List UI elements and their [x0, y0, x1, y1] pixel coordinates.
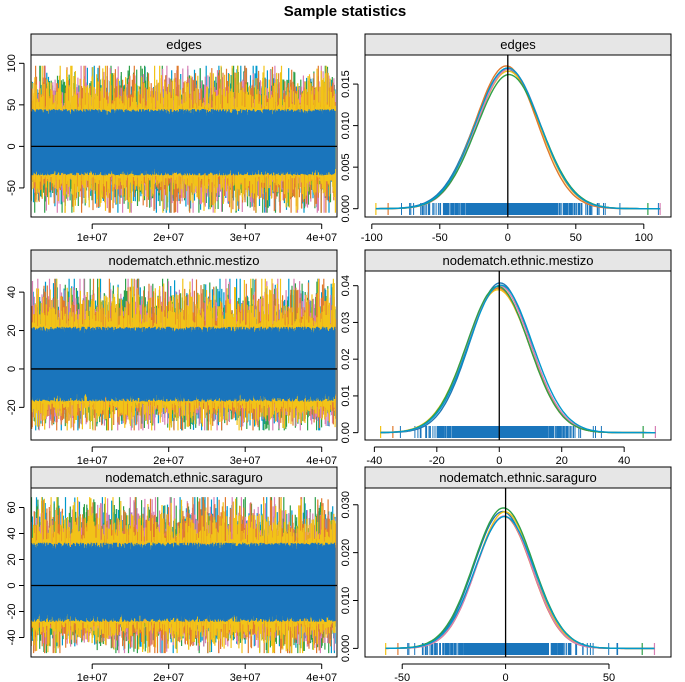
x-tick-label: 2e+07 — [153, 672, 184, 682]
x-tick-label: 50 — [603, 672, 615, 682]
trace-series-main — [31, 326, 336, 402]
y-tick-label: 100 — [6, 54, 18, 72]
y-tick-label: 0.03 — [340, 312, 352, 333]
rug-main — [407, 643, 619, 655]
plot-area — [31, 278, 337, 431]
trace-series-main — [31, 109, 336, 176]
y-tick-label: 40 — [6, 527, 18, 539]
y-tick-label: 20 — [6, 324, 18, 336]
y-tick-label: 0.020 — [340, 539, 352, 567]
plot-frame — [364, 270, 672, 441]
y-tick-label: 0.000 — [340, 635, 352, 663]
y-tick-label: 0.005 — [340, 153, 352, 181]
figure-title: Sample statistics — [284, 3, 407, 20]
panel-4: nodematch.ethnic.mestizo -40 -20 0 20 40 0.00 0… — [340, 249, 672, 467]
x-tick-label: 50 — [570, 232, 582, 244]
y-tick-label: 50 — [6, 99, 18, 111]
strip-label: nodematch.ethnic.mestizo — [108, 253, 259, 268]
density-series-4 — [375, 68, 661, 210]
plot-area — [31, 497, 337, 654]
y-tick-label: 0.000 — [340, 195, 352, 223]
plot-frame — [30, 270, 338, 441]
panel-6: nodematch.ethnic.saraguro -50 0 50 0.000 0.01… — [340, 466, 672, 682]
rug-main — [401, 203, 659, 215]
x-tick-label: 4e+07 — [306, 672, 337, 682]
y-tick-label: 0.010 — [340, 112, 352, 140]
panels: edges 1e+07 2e+07 3e+07 4e+07 -50 0 50 100 edges -… — [6, 33, 672, 682]
x-tick-label: 1e+07 — [77, 232, 108, 244]
plot-area — [31, 65, 337, 213]
y-tick-label: -40 — [6, 630, 18, 646]
x-tick-label: 0 — [503, 672, 509, 682]
trace-series-main — [31, 542, 336, 622]
y-tick-label: 0.015 — [340, 70, 352, 98]
x-tick-label: 3e+07 — [230, 455, 261, 467]
plot-frame — [364, 487, 672, 658]
plot-area — [385, 488, 656, 657]
x-tick-label: 40 — [618, 455, 630, 467]
x-tick-label: -40 — [366, 455, 382, 467]
plot-area — [380, 271, 656, 440]
plot-frame — [30, 54, 338, 218]
y-tick-label: 0 — [6, 143, 18, 149]
density-series-1 — [375, 68, 661, 210]
x-tick-label: 2e+07 — [153, 232, 184, 244]
x-tick-label: -20 — [429, 455, 445, 467]
y-tick-label: 0.01 — [340, 385, 352, 406]
strip-label: nodematch.ethnic.mestizo — [442, 253, 593, 268]
strip-label: edges — [166, 37, 202, 52]
strip-label: edges — [500, 37, 536, 52]
x-tick-label: 2e+07 — [153, 455, 184, 467]
rug-main — [399, 426, 602, 438]
panel-1: edges 1e+07 2e+07 3e+07 4e+07 -50 0 50 100 — [6, 33, 338, 244]
y-tick-label: 20 — [6, 553, 18, 565]
x-tick-label: 1e+07 — [77, 672, 108, 682]
plot-frame — [30, 487, 338, 658]
strip-label: nodematch.ethnic.saraguro — [105, 470, 263, 485]
density-series-5 — [385, 507, 655, 650]
panel-3: nodematch.ethnic.mestizo 1e+07 2e+07 3e+07 4… — [6, 249, 338, 467]
density-series-6 — [375, 67, 661, 210]
density-series-2 — [375, 70, 661, 210]
x-tick-label: 0 — [496, 455, 502, 467]
y-tick-label: -20 — [6, 604, 18, 620]
y-tick-label: 0.04 — [340, 275, 352, 296]
density-series-6 — [380, 284, 656, 434]
density-series-5 — [375, 73, 661, 210]
y-tick-label: -50 — [6, 180, 18, 196]
y-tick-label: 0.00 — [340, 422, 352, 443]
density-series-3 — [375, 65, 661, 210]
plot-area — [375, 55, 661, 217]
x-tick-label: -50 — [432, 232, 448, 244]
y-tick-label: 0.030 — [340, 491, 352, 519]
x-tick-label: 3e+07 — [230, 672, 261, 682]
x-tick-label: 0 — [505, 232, 511, 244]
x-tick-label: 1e+07 — [77, 455, 108, 467]
plot-frame — [364, 54, 672, 218]
density-series-6 — [385, 515, 655, 650]
density-series-4 — [385, 515, 655, 650]
x-tick-label: 4e+07 — [306, 455, 337, 467]
x-tick-label: 3e+07 — [230, 232, 261, 244]
y-tick-label: -20 — [6, 399, 18, 415]
y-tick-label: 0 — [6, 366, 18, 372]
panel-2: edges -100 -50 0 50 100 0.000 0.005 0.010 0.015 — [340, 33, 672, 244]
y-tick-label: 0 — [6, 582, 18, 588]
y-tick-label: 40 — [6, 286, 18, 298]
x-tick-label: -100 — [361, 232, 383, 244]
y-tick-label: 60 — [6, 501, 18, 513]
x-tick-label: 20 — [556, 455, 568, 467]
x-tick-label: 100 — [635, 232, 653, 244]
panel-5: nodematch.ethnic.saraguro 1e+07 2e+07 3e+07… — [6, 466, 338, 682]
x-tick-label: 4e+07 — [306, 232, 337, 244]
strip-label: nodematch.ethnic.saraguro — [439, 470, 597, 485]
y-tick-label: 0.010 — [340, 587, 352, 615]
x-tick-label: -50 — [394, 672, 410, 682]
y-tick-label: 0.02 — [340, 348, 352, 369]
